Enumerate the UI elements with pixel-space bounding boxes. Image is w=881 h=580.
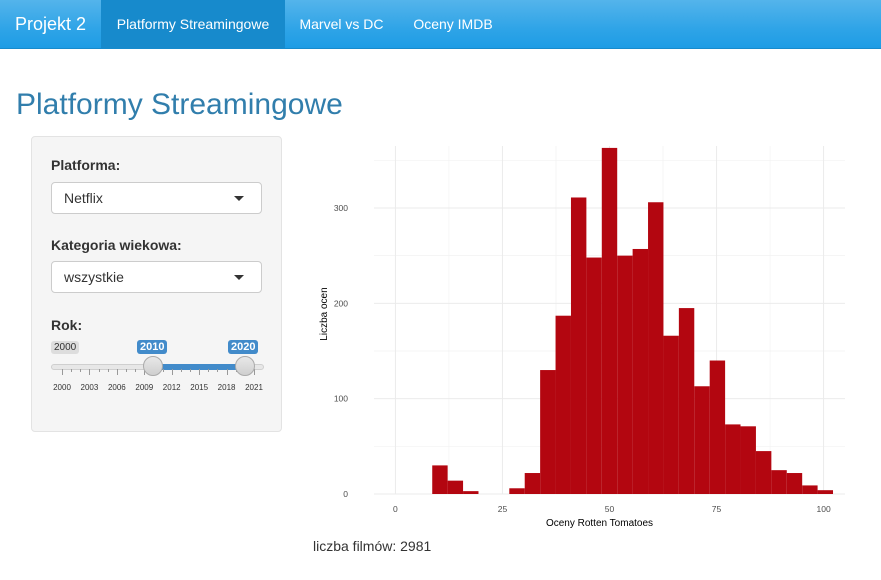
histogram-bar: [632, 248, 649, 494]
x-tick-label: 100: [816, 504, 830, 514]
histogram-bar: [817, 490, 834, 494]
tab-oceny-imdb[interactable]: Oceny IMDB: [413, 16, 493, 32]
histogram-bar: [709, 360, 726, 494]
year-slider-tick: [89, 369, 91, 375]
histogram-bar: [570, 197, 587, 494]
histogram-bar: [463, 491, 479, 494]
year-slider-high-label: 2020: [228, 340, 259, 354]
year-slider-minor-tick: [190, 369, 191, 372]
year-slider-tick: [171, 369, 173, 375]
year-slider-low-label: 2010: [137, 340, 168, 354]
year-slider-minor-tick: [217, 369, 219, 372]
histogram-bar: [555, 315, 571, 494]
histogram-bar: [740, 426, 756, 494]
age-category-select[interactable]: wszystkie: [51, 261, 262, 293]
year-label: Rok:: [51, 317, 83, 333]
tab-platformy-streamingowe[interactable]: Platformy Streamingowe: [101, 0, 285, 48]
tab-marvel-vs-dc[interactable]: Marvel vs DC: [299, 16, 384, 32]
y-axis-label: Liczba ocen: [319, 287, 330, 340]
year-slider-tick-label: 2000: [53, 383, 71, 392]
year-slider-minor-tick: [80, 369, 82, 372]
histogram-bar: [586, 257, 602, 494]
year-slider-minor-tick: [135, 369, 137, 372]
histogram-bar: [617, 255, 633, 494]
year-slider-tick: [254, 369, 255, 375]
histogram-bar: [432, 465, 448, 494]
histogram-bar: [802, 485, 818, 494]
x-tick-label: 50: [605, 504, 615, 514]
year-slider-low-handle[interactable]: [143, 356, 164, 376]
year-slider-tick-label: 2012: [162, 383, 181, 392]
movie-count-caption: liczba filmów: 2981: [313, 538, 432, 554]
y-tick-label: 300: [334, 203, 348, 213]
caret-down-icon: [234, 275, 244, 280]
year-slider-tick-label: 2003: [80, 383, 99, 392]
y-tick-label: 0: [343, 489, 348, 499]
x-tick-label: 0: [393, 504, 398, 514]
year-slider-tick-label: 2006: [107, 383, 126, 392]
histogram-bar: [524, 473, 541, 494]
x-tick-label: 75: [712, 504, 722, 514]
histogram-bar: [725, 424, 741, 494]
age-category-select-value: wszystkie: [64, 269, 124, 285]
year-slider-tick-label: 2021: [245, 383, 263, 392]
histogram-bar: [509, 488, 525, 494]
caret-down-icon: [234, 196, 244, 201]
x-axis-label: Oceny Rotten Tomatoes: [546, 518, 653, 529]
brand-link[interactable]: Projekt 2: [14, 14, 87, 34]
year-slider-minor-tick: [107, 369, 109, 372]
histogram-bar: [601, 147, 618, 494]
histogram-bar: [678, 308, 695, 494]
histogram-bar: [540, 370, 556, 494]
year-slider-minor-tick: [162, 369, 164, 372]
page-title: Platformy Streamingowe: [16, 88, 343, 121]
x-tick-label: 25: [498, 504, 508, 514]
histogram-bar: [447, 480, 464, 494]
year-slider-range[interactable]: [153, 364, 245, 370]
year-slider-minor-tick: [180, 369, 182, 372]
platform-label: Platforma:: [51, 157, 121, 173]
histogram-bar: [786, 473, 803, 494]
year-slider-tick: [226, 369, 228, 375]
year-slider-minor-tick: [208, 369, 210, 372]
histogram-bar: [755, 451, 772, 494]
platform-select[interactable]: Netflix: [51, 182, 262, 214]
y-tick-label: 200: [334, 298, 348, 308]
y-tick-label: 100: [334, 394, 348, 404]
histogram-chart: 0 25 50 75 100 0 100 200 300 Oceny Rotten Tomatoe…: [319, 146, 845, 529]
year-slider-minor-tick: [98, 369, 100, 372]
year-slider-tick: [116, 369, 118, 375]
year-slider-min-label: 2000: [51, 341, 80, 354]
histogram-bar: [663, 335, 679, 494]
year-slider-tick: [62, 369, 63, 375]
platform-select-value: Netflix: [64, 190, 103, 206]
age-category-label: Kategoria wiekowa:: [51, 237, 182, 253]
histogram-bar: [771, 470, 787, 494]
year-slider-tick: [199, 369, 201, 375]
histogram-bar: [694, 386, 710, 494]
year-slider-tick-label: 2015: [190, 383, 209, 392]
year-slider-tick-label: 2009: [135, 383, 154, 392]
year-slider-high-handle[interactable]: [234, 356, 255, 376]
navbar: Projekt 2 Platformy Streamingowe Marvel …: [0, 0, 881, 49]
year-slider-minor-tick: [71, 369, 73, 372]
year-slider-minor-tick: [126, 369, 127, 372]
sidebar-panel: Platforma: Netflix Kategoria wiekowa: ws…: [31, 136, 282, 432]
year-slider-tick-label: 2018: [217, 383, 236, 392]
histogram-bar: [648, 202, 664, 494]
